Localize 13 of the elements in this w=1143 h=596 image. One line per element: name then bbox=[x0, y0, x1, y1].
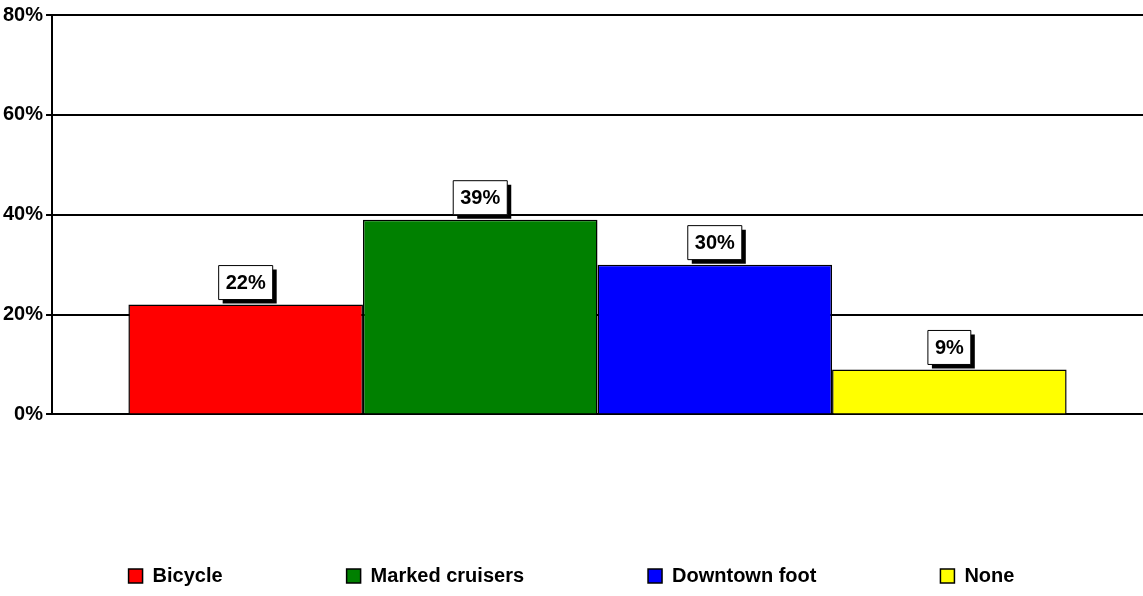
legend-label: Marked cruisers bbox=[370, 563, 525, 586]
legend-label: Downtown foot bbox=[672, 563, 817, 586]
y-tick-label: 20% bbox=[3, 302, 44, 325]
y-tick-label: 60% bbox=[3, 102, 44, 125]
legend-label: Bicycle bbox=[152, 563, 223, 586]
y-tick-label: 80% bbox=[3, 2, 44, 25]
data-label: 22% bbox=[225, 271, 266, 294]
data-label: 39% bbox=[460, 186, 501, 209]
y-tick-label: 0% bbox=[14, 401, 44, 424]
data-label: 30% bbox=[694, 231, 736, 254]
legend-label: None bbox=[964, 563, 1015, 586]
y-tick-label: 40% bbox=[3, 202, 44, 225]
data-label: 9% bbox=[934, 335, 965, 358]
